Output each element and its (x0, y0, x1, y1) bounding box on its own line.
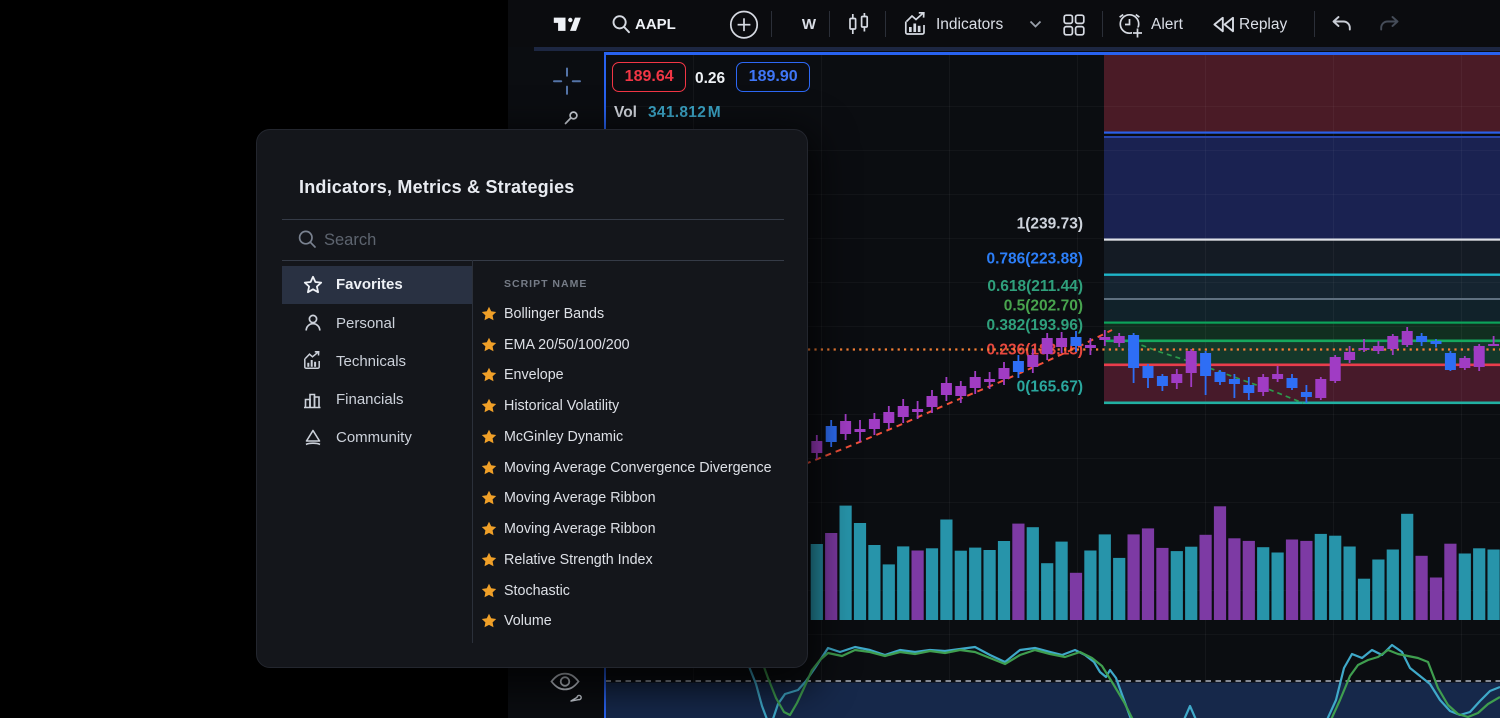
svg-text:1(239.73): 1(239.73) (1017, 216, 1083, 233)
svg-text:0.618(211.44): 0.618(211.44) (987, 278, 1083, 295)
svg-text:0.382(193.96): 0.382(193.96) (986, 317, 1083, 334)
svg-text:0.5(202.70): 0.5(202.70) (1004, 298, 1083, 315)
svg-text:0.786(223.88): 0.786(223.88) (986, 251, 1083, 268)
svg-text:0(165.67): 0(165.67) (1017, 379, 1083, 396)
